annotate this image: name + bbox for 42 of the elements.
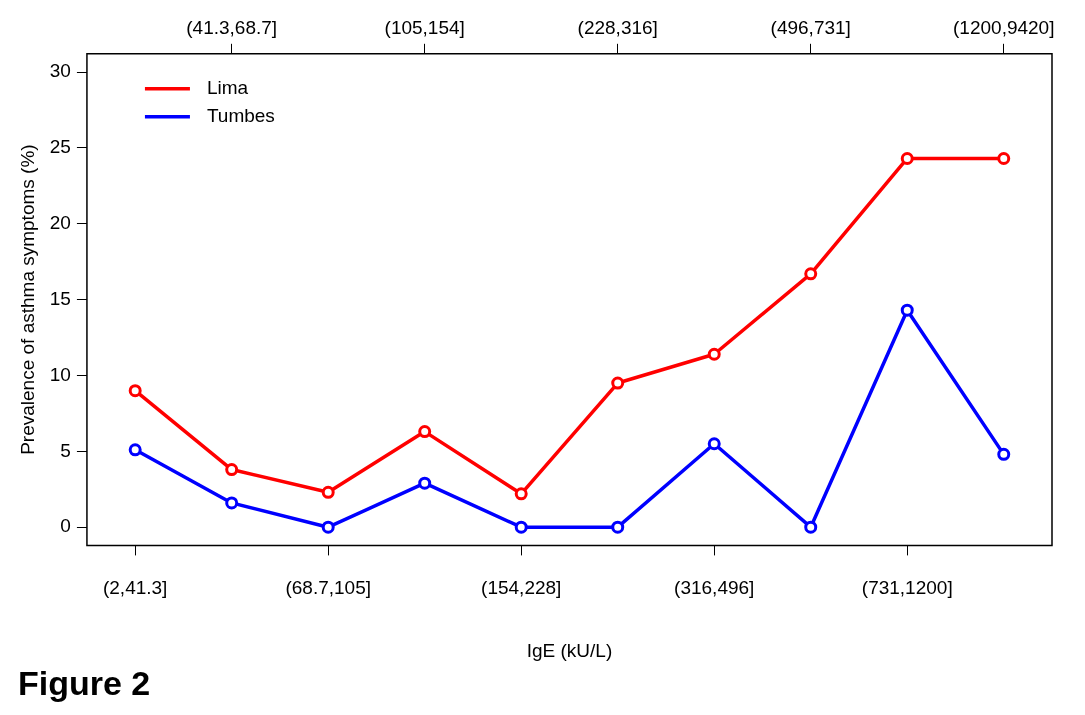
point — [804, 267, 818, 281]
x-tick-label: (731,1200] — [861, 577, 953, 599]
point — [611, 376, 625, 390]
point — [900, 303, 914, 317]
x-tick-label: (105,154] — [384, 16, 465, 38]
y-tick-label: 0 — [60, 515, 71, 537]
y-tick-label: 20 — [49, 211, 71, 233]
y-tick-label: 5 — [60, 439, 71, 461]
point — [128, 384, 142, 398]
point — [707, 437, 721, 451]
x-tick-label: (316,496] — [674, 577, 755, 599]
point — [128, 443, 142, 457]
x-tick-label: (154,228] — [481, 577, 562, 599]
x-tick-label: (2,41.3] — [102, 577, 168, 599]
point — [514, 520, 528, 534]
y-tick-label: 15 — [49, 287, 71, 309]
point — [418, 425, 432, 439]
y-tick-label: 10 — [49, 363, 71, 385]
x-tick-label: (496,731] — [770, 16, 851, 38]
point — [321, 520, 335, 534]
x-tick-label: (41.3,68.7] — [186, 16, 278, 38]
x-tick-label: (68.7,105] — [285, 577, 371, 599]
x-tick-label: (1200,9420] — [953, 16, 1055, 38]
x-tick-label: (228,316] — [577, 16, 658, 38]
point — [225, 463, 239, 477]
point — [900, 151, 914, 165]
caption: Figure 2 — [18, 664, 151, 703]
y-tick-label: 30 — [49, 60, 71, 82]
point — [514, 487, 528, 501]
x-axis-title: IgE (kU/L) — [526, 639, 613, 661]
y-axis-title: Prevalence of asthma symptoms (%) — [16, 144, 38, 455]
point — [997, 447, 1011, 461]
point — [418, 476, 432, 490]
point — [321, 485, 335, 499]
y-tick-label: 25 — [49, 136, 71, 158]
point — [225, 496, 239, 510]
point — [997, 151, 1011, 165]
legend-label: Lima — [206, 77, 249, 99]
point — [611, 520, 625, 534]
point — [804, 520, 818, 534]
legend-label: Tumbes — [206, 105, 275, 127]
point — [707, 347, 721, 361]
